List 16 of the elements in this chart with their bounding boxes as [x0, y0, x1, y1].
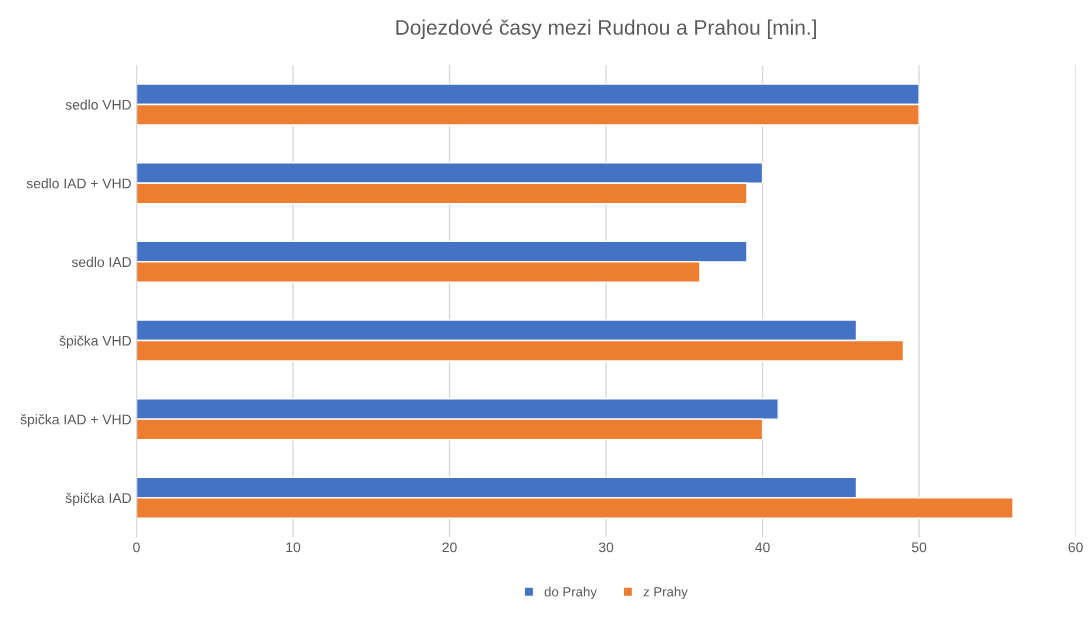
x-tick-label: 20: [442, 542, 457, 553]
x-tick-label: 30: [598, 542, 614, 553]
x-tick-label: 60: [1068, 542, 1083, 553]
y-tick-label: špička VHD: [59, 335, 131, 349]
y-tick-label: sedlo VHD: [65, 99, 131, 110]
y-tick-label: sedlo IAD: [71, 256, 131, 268]
y-tick-label: špička IAD + VHD: [20, 414, 131, 428]
chart-title: Dojezdové časy mezi Rudnou a Prahou [min.]: [396, 19, 816, 39]
x-tick-label: 10: [286, 542, 301, 553]
x-tick-label: 50: [911, 542, 927, 553]
x-tick-label: 0: [133, 542, 140, 553]
legend-label: do Prahy: [544, 586, 597, 600]
y-tick-label: špička IAD: [65, 492, 131, 506]
x-tick-label: 40: [755, 542, 770, 553]
y-tick-label: sedlo IAD + VHD: [26, 178, 131, 189]
legend-label: z Prahy: [643, 586, 688, 600]
